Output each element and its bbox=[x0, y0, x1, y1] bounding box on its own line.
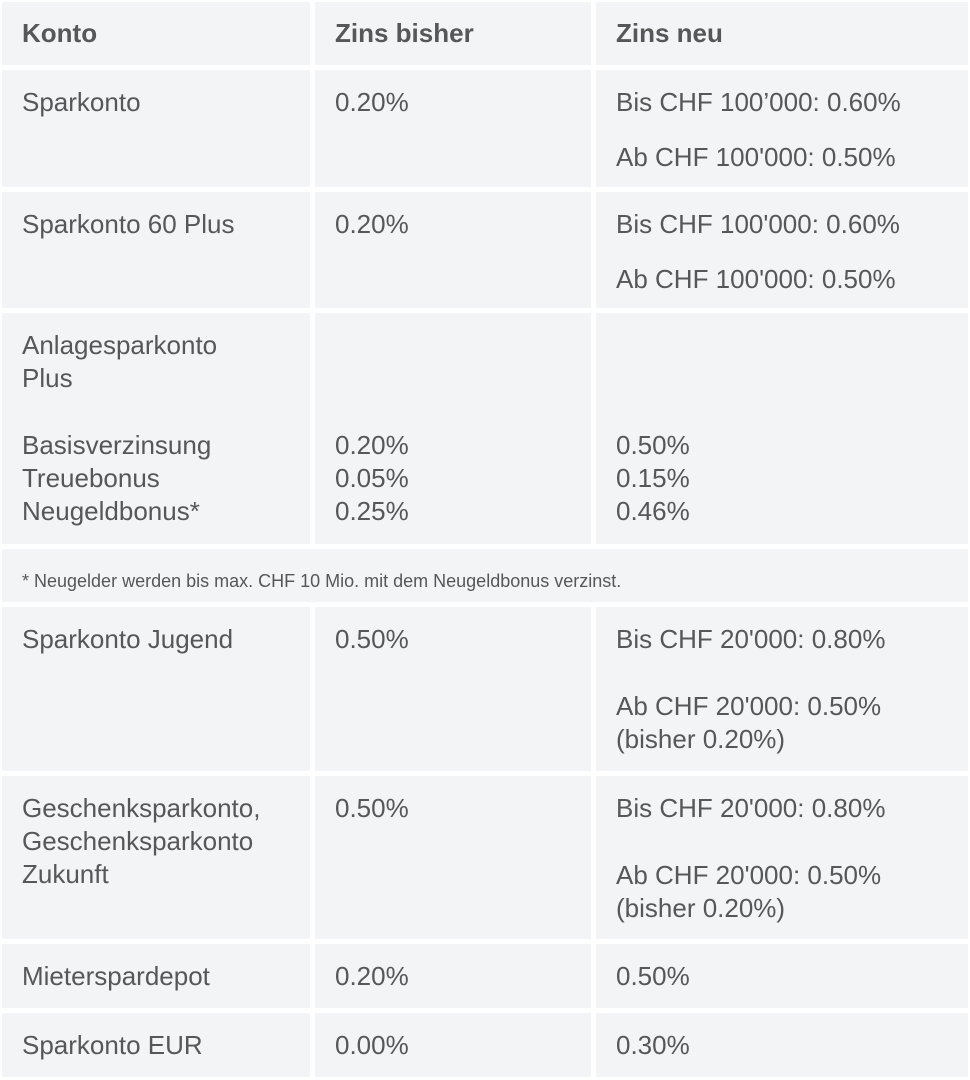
cell-text bbox=[616, 329, 968, 395]
cell-text: Ab CHF 20'000: 0.50% (bisher 0.20%) bbox=[616, 860, 882, 923]
cell-neu: 0.50% bbox=[596, 944, 968, 1008]
cell-text: Anlagesparkonto Plus bbox=[22, 330, 218, 393]
cell-text: Bis CHF 20'000: 0.80% bbox=[616, 793, 886, 823]
cell-neu: Bis CHF 20'000: 0.80% Ab CHF 20'000: 0.50… bbox=[596, 607, 968, 771]
cell-text: 0.50% bbox=[335, 624, 409, 654]
footnote: * Neugelder werden bis max. CHF 10 Mio. … bbox=[2, 549, 968, 602]
cell-neu: 0.50% 0.15% 0.46% bbox=[596, 313, 968, 544]
cell-bisher: 0.50% bbox=[315, 776, 591, 939]
cell-bisher: 0.20% 0.05% 0.25% bbox=[315, 313, 591, 544]
cell-text: Mieterspardepot bbox=[22, 961, 210, 991]
cell-text: Sparkonto EUR bbox=[22, 1030, 203, 1060]
cell-konto: Mieterspardepot bbox=[2, 944, 310, 1008]
cell-neu: Bis CHF 20'000: 0.80% Ab CHF 20'000: 0.50… bbox=[596, 776, 968, 939]
cell-konto: Sparkonto 60 Plus bbox=[2, 192, 310, 308]
cell-bisher: 0.20% bbox=[315, 192, 591, 308]
cell-neu: Bis CHF 100’000: 0.60% Ab CHF 100'000: 0.… bbox=[596, 70, 968, 187]
cell-text: Ab CHF 100'000: 0.50% bbox=[616, 264, 896, 294]
cell-text bbox=[335, 329, 591, 395]
cell-text: 0.50% bbox=[335, 793, 409, 823]
cell-neu: Bis CHF 100'000: 0.60% Ab CHF 100'000: 0.… bbox=[596, 192, 968, 308]
cell-text: Ab CHF 20'000: 0.50% (bisher 0.20%) bbox=[616, 691, 882, 754]
cell-bisher: 0.00% bbox=[315, 1013, 591, 1077]
cell-text: Bis CHF 20'000: 0.80% bbox=[616, 624, 886, 654]
cell-konto: Sparkonto Jugend bbox=[2, 607, 310, 771]
cell-konto: Geschenksparkonto, Geschenksparkonto Zuk… bbox=[2, 776, 310, 939]
cell-text: 0.20% bbox=[335, 209, 409, 239]
cell-text: Basisverzinsung Treuebonus Neugeldbonus* bbox=[22, 430, 212, 526]
cell-konto: Sparkonto EUR bbox=[2, 1013, 310, 1077]
cell-text: 0.30% bbox=[616, 1030, 690, 1060]
cell-text: 0.20% bbox=[335, 87, 409, 117]
cell-bisher: 0.20% bbox=[315, 944, 591, 1008]
cell-text: 0.20% bbox=[335, 961, 409, 991]
cell-bisher: 0.50% bbox=[315, 607, 591, 771]
cell-text: 0.50% 0.15% 0.46% bbox=[616, 430, 690, 526]
cell-text: 0.00% bbox=[335, 1030, 409, 1060]
cell-text: Bis CHF 100’000: 0.60% bbox=[616, 87, 901, 117]
header-konto: Konto bbox=[2, 2, 310, 65]
cell-text: Bis CHF 100'000: 0.60% bbox=[616, 209, 900, 239]
cell-text: 0.50% bbox=[616, 961, 690, 991]
cell-neu: 0.30% bbox=[596, 1013, 968, 1077]
cell-text: Sparkonto Jugend bbox=[22, 624, 234, 654]
cell-konto: Anlagesparkonto Plus Basisverzinsung Treu… bbox=[2, 313, 310, 544]
cell-text: Ab CHF 100'000: 0.50% bbox=[616, 142, 896, 172]
cell-text: Sparkonto 60 Plus bbox=[22, 209, 235, 239]
cell-bisher: 0.20% bbox=[315, 70, 591, 187]
cell-text: Geschenksparkonto, Geschenksparkonto Zuk… bbox=[22, 793, 261, 889]
cell-konto: Sparkonto bbox=[2, 70, 310, 187]
header-zins-neu: Zins neu bbox=[596, 2, 968, 65]
cell-text: Sparkonto bbox=[22, 87, 141, 117]
header-zins-bisher: Zins bisher bbox=[315, 2, 591, 65]
cell-text: 0.20% 0.05% 0.25% bbox=[335, 430, 409, 526]
